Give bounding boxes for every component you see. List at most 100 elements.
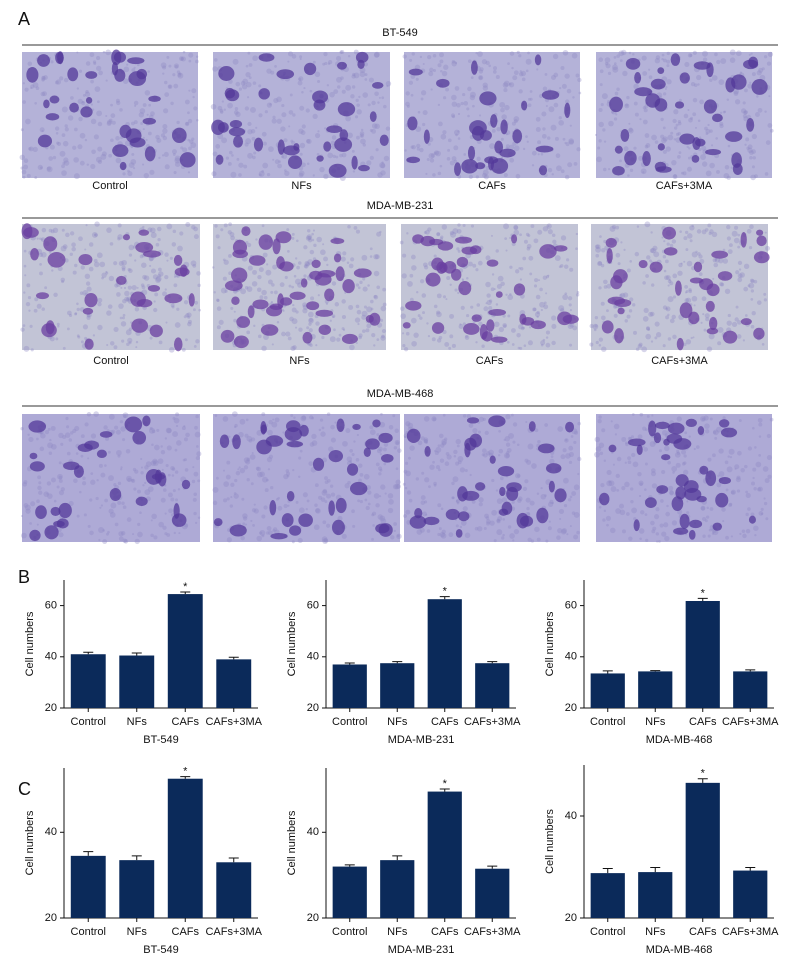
texture-dot	[406, 332, 410, 336]
texture-dot	[97, 298, 102, 303]
texture-dot	[757, 300, 762, 305]
texture-dot	[476, 303, 480, 307]
cell-blob	[488, 415, 505, 427]
bar	[475, 663, 509, 708]
y-tick-label: 40	[307, 651, 319, 663]
cell-blob	[499, 487, 505, 496]
texture-dot	[628, 123, 630, 125]
texture-dot	[94, 262, 100, 268]
cell-blob	[621, 129, 630, 142]
texture-dot	[334, 422, 336, 424]
error-bar	[229, 858, 239, 862]
texture-dot	[175, 449, 178, 452]
error-bar	[345, 865, 355, 867]
texture-dot	[342, 251, 346, 255]
texture-dot	[463, 101, 468, 106]
texture-dot	[227, 537, 232, 542]
texture-dot	[99, 464, 103, 468]
texture-dot	[309, 415, 313, 419]
texture-dot	[101, 272, 106, 277]
texture-dot	[128, 268, 131, 271]
micrograph-label: CAFs	[476, 355, 504, 367]
texture-dot	[170, 497, 174, 501]
texture-dot	[484, 527, 487, 530]
error-bar	[132, 653, 142, 656]
texture-dot	[300, 450, 303, 453]
texture-dot	[480, 67, 484, 71]
error-bar	[83, 652, 93, 654]
texture-dot	[188, 171, 190, 173]
texture-dot	[131, 479, 134, 482]
texture-dot	[560, 66, 564, 70]
texture-dot	[767, 455, 772, 460]
texture-dot	[434, 152, 437, 155]
texture-dot	[124, 67, 130, 73]
texture-dot	[652, 246, 657, 251]
texture-dot	[140, 458, 142, 460]
texture-dot	[85, 293, 87, 295]
texture-dot	[185, 433, 190, 438]
texture-dot	[737, 234, 740, 237]
texture-dot	[366, 160, 371, 165]
texture-dot	[242, 522, 245, 525]
texture-dot	[543, 226, 548, 231]
texture-dot	[362, 92, 368, 98]
texture-dot	[303, 245, 307, 249]
texture-dot	[185, 122, 189, 126]
cell-blob	[425, 446, 431, 457]
texture-dot	[764, 110, 766, 112]
cell-blob	[135, 242, 153, 253]
texture-dot	[236, 158, 239, 161]
texture-dot	[630, 169, 633, 172]
texture-dot	[349, 345, 355, 351]
cell-blob	[642, 151, 651, 166]
texture-dot	[267, 526, 272, 531]
texture-dot	[652, 527, 656, 531]
texture-dot	[356, 230, 360, 234]
texture-dot	[93, 60, 96, 63]
texture-dot	[763, 293, 766, 296]
cell-blob	[220, 435, 229, 448]
texture-dot	[610, 528, 616, 534]
cell-blob	[407, 429, 421, 443]
texture-dot	[246, 419, 249, 422]
texture-dot	[383, 463, 386, 466]
texture-dot	[51, 269, 53, 271]
cell-blob	[261, 324, 279, 336]
texture-dot	[195, 432, 201, 438]
cell-blob	[260, 421, 266, 435]
texture-dot	[565, 453, 571, 459]
texture-dot	[418, 440, 423, 445]
texture-dot	[154, 445, 160, 451]
texture-dot	[310, 442, 315, 447]
texture-dot	[28, 310, 30, 312]
texture-dot	[395, 480, 400, 485]
texture-dot	[447, 149, 450, 152]
texture-dot	[492, 273, 494, 275]
texture-dot	[612, 64, 618, 70]
texture-dot	[98, 71, 103, 76]
texture-dot	[765, 517, 768, 520]
micrograph	[211, 50, 391, 181]
texture-dot	[692, 336, 694, 338]
texture-dot	[173, 283, 177, 287]
texture-dot	[316, 237, 322, 243]
texture-dot	[500, 108, 505, 113]
texture-dot	[710, 417, 713, 420]
texture-dot	[526, 460, 531, 465]
error-bar	[487, 866, 497, 869]
texture-dot	[275, 417, 280, 422]
texture-dot	[409, 499, 413, 503]
texture-dot	[380, 319, 383, 322]
texture-dot	[150, 227, 156, 233]
texture-dot	[51, 426, 56, 431]
texture-dot	[748, 144, 753, 149]
cell-blob	[542, 90, 559, 99]
texture-dot	[429, 153, 435, 159]
texture-dot	[261, 412, 265, 416]
error-bar	[392, 856, 402, 860]
texture-dot	[671, 160, 676, 165]
texture-dot	[87, 412, 92, 417]
x-tick-label: Control	[590, 716, 625, 728]
texture-dot	[154, 292, 158, 296]
